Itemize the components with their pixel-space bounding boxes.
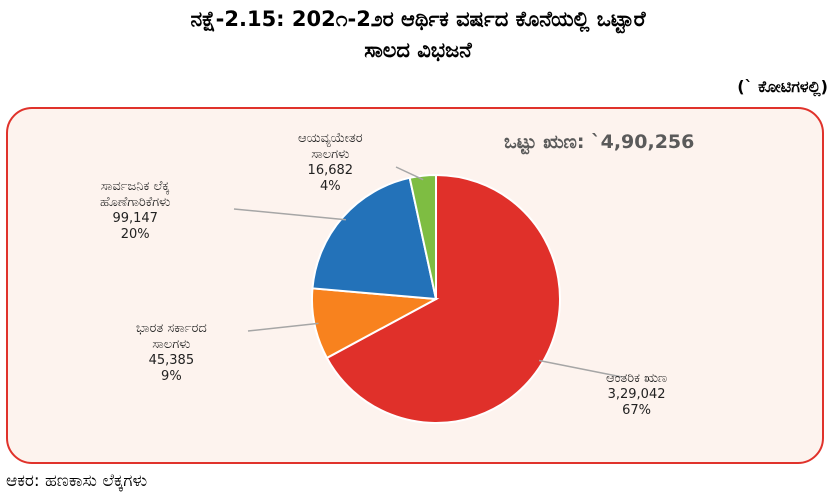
slice-label-name: ಆಯವ್ಯಯೇತರ: [298, 131, 363, 146]
slice-label-value: 99,147: [112, 211, 158, 226]
chart-title-line-1: ನಕ್ಷೆ-2.15: 202೧-2೨ರ ಆರ್ಥಿಕ ವರ್ಷದ ಕೊನೆಯಲ…: [190, 7, 646, 31]
chart-title: ನಕ್ಷೆ-2.15: 202೧-2೨ರ ಆರ್ಥಿಕ ವರ್ಷದ ಕೊನೆಯಲ…: [0, 4, 836, 66]
slice-label-percent: 4%: [319, 179, 341, 194]
total-debt-label: ಒಟ್ಟು ಋಣ: `4,90,256: [504, 131, 695, 153]
leader-line-off-budget: [395, 166, 424, 181]
slice-label-percent: 20%: [120, 227, 150, 242]
slice-label-goi-loans: ಭಾರತ ಸರ್ಕಾರದ ಸಾಲಗಳು 45,385 9%: [136, 321, 207, 385]
slice-label-name-2: ಸಾಲಗಳು: [311, 147, 350, 162]
leader-line-public-account: [233, 208, 346, 221]
slice-label-percent: 9%: [161, 369, 182, 384]
slice-label-off-budget: ಆಯವ್ಯಯೇತರ ಸಾಲಗಳು 16,682 4%: [298, 131, 363, 195]
leader-line-internal-debt: [538, 359, 623, 378]
slice-label-value: 45,385: [148, 353, 195, 368]
pie-slice-internal-debt: [325, 173, 561, 424]
leader-line-goi-loans: [247, 322, 319, 332]
pie-slice-off-budget: [408, 173, 437, 300]
pie-slice-public-account: [311, 176, 438, 301]
units-label: (` ಕೋಟಿಗಳಲ್ಲಿ): [737, 77, 828, 96]
slice-label-name-2: ಹೊಣೆಗಾರಿಕೆಗಳು: [100, 195, 171, 210]
slice-label-value: 16,682: [307, 163, 354, 178]
slice-label-value: 3,29,042: [607, 387, 666, 402]
slice-label-percent: 67%: [622, 403, 652, 418]
slice-label-name-2: ಸಾಲಗಳು: [152, 337, 191, 352]
pie-chart: [233, 166, 623, 424]
chart-title-line-2: ಸಾಲದ ವಿಭಜನೆ: [364, 38, 472, 62]
slice-label-public-account: ಸಾರ್ವಜನಿಕ ಲೆಕ್ಕ ಹೊಣೆಗಾರಿಕೆಗಳು 99,147 20%: [100, 179, 170, 243]
slice-label-internal-debt: ಆಂತರಿಕ ಋಣ 3,29,042 67%: [606, 371, 667, 419]
chart-panel: ಒಟ್ಟು ಋಣ: `4,90,256 ಆಂತರಿಕ ಋಣ 3,29,042 6…: [6, 107, 824, 464]
slice-label-name: ಸಾರ್ವಜನಿಕ ಲೆಕ್ಕ: [100, 179, 170, 194]
slice-label-name: ಆಂತರಿಕ ಋಣ: [606, 371, 668, 386]
source-note: ಆಕರ: ಹಣಕಾಸು ಲೆಕ್ಕಗಳು: [6, 471, 148, 491]
slice-label-name: ಭಾರತ ಸರ್ಕಾರದ: [136, 321, 207, 336]
